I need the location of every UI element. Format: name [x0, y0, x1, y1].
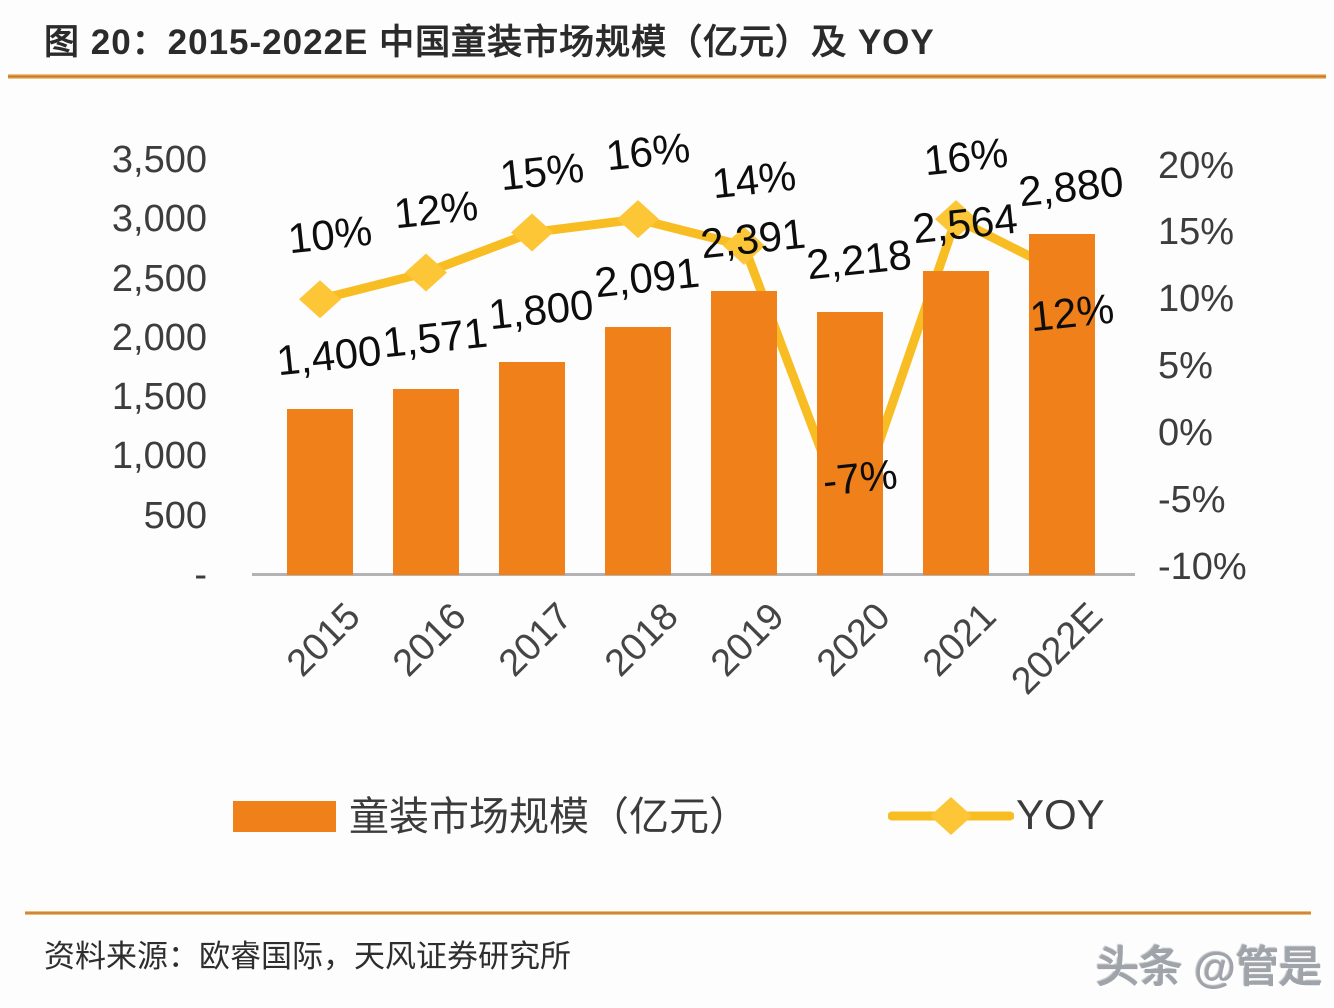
bar-2015 [287, 409, 353, 575]
x-axis-label-2021: 2021 [915, 595, 1005, 685]
y-axis-right-tick: -10% [1158, 545, 1247, 588]
y-axis-right-tick: -5% [1158, 478, 1226, 521]
yoy-value-label: 14% [709, 151, 799, 208]
y-axis-left-tick: 1,500 [111, 376, 207, 419]
y-axis-left-tick: - [194, 554, 207, 596]
bar-value-label: 1,800 [486, 280, 596, 338]
x-axis-label-2015: 2015 [279, 595, 369, 685]
y-axis-left-tick: 3,500 [111, 139, 207, 181]
bar-value-label: 2,218 [804, 230, 914, 289]
yoy-value-label: 16% [921, 128, 1011, 185]
yoy-value-label: -7% [820, 449, 900, 505]
bar-2020 [817, 312, 883, 575]
y-axis-left-tick: 1,000 [111, 435, 207, 478]
x-axis-label-2018: 2018 [597, 595, 687, 685]
y-axis-right-tick: 5% [1158, 345, 1213, 388]
y-axis-right-tick: 20% [1158, 144, 1235, 187]
yoy-marker-diamond [299, 280, 341, 319]
yoy-value-label: 10% [285, 207, 375, 263]
x-axis-label-2022E: 2022E [1003, 595, 1111, 703]
y-axis-right-tick: 15% [1158, 211, 1235, 254]
y-axis-left-tick: 500 [143, 494, 207, 537]
source-note: 资料来源：欧睿国际，天风证券研究所 [44, 939, 571, 974]
bar-2021 [923, 270, 989, 575]
bar-2019 [711, 291, 777, 575]
bar-2017 [499, 361, 565, 575]
bar-value-label: 2,564 [910, 194, 1020, 253]
bar-value-label: 2,391 [698, 210, 808, 268]
legend-bar-swatch [233, 801, 336, 832]
figure-title: 图 20：2015-2022E 中国童装市场规模（亿元）及 YOY [44, 23, 935, 62]
legend-bar-label: 童装市场规模（亿元） [349, 795, 749, 839]
yoy-value-label: 15% [497, 144, 587, 200]
bar-2016 [393, 388, 459, 575]
y-axis-right-tick: 10% [1158, 278, 1235, 321]
title-divider-rule [8, 74, 1326, 79]
bar-value-label: 2,880 [1016, 157, 1126, 215]
x-axis-label-2019: 2019 [703, 595, 793, 685]
bar-value-label: 1,400 [274, 326, 384, 385]
y-axis-left-tick: 3,000 [111, 198, 207, 241]
bar-value-label: 1,571 [380, 308, 490, 367]
x-axis-label-2017: 2017 [491, 595, 581, 685]
x-axis-line [252, 573, 1135, 576]
legend-line-label: YOY [1016, 791, 1105, 838]
yoy-value-label: 12% [1027, 284, 1117, 340]
x-axis-label-2016: 2016 [385, 595, 475, 685]
yoy-marker-diamond [511, 213, 553, 252]
yoy-marker-diamond [405, 253, 447, 292]
yoy-value-label: 12% [391, 181, 481, 237]
bar-2022E [1029, 233, 1095, 575]
bar-2018 [605, 327, 671, 575]
footer-divider-rule [25, 911, 1311, 915]
x-axis-label-2020: 2020 [809, 595, 899, 685]
yoy-value-label: 16% [603, 123, 693, 180]
legend-line-swatch [888, 797, 1014, 835]
y-axis-left-tick: 2,500 [111, 257, 207, 300]
yoy-marker-diamond [617, 200, 659, 239]
bar-value-label: 2,091 [592, 248, 702, 307]
watermark-toutiao-handle: 头条 @管是 [1096, 944, 1322, 992]
y-axis-left-tick: 2,000 [111, 316, 207, 359]
y-axis-right-tick: 0% [1158, 412, 1213, 454]
